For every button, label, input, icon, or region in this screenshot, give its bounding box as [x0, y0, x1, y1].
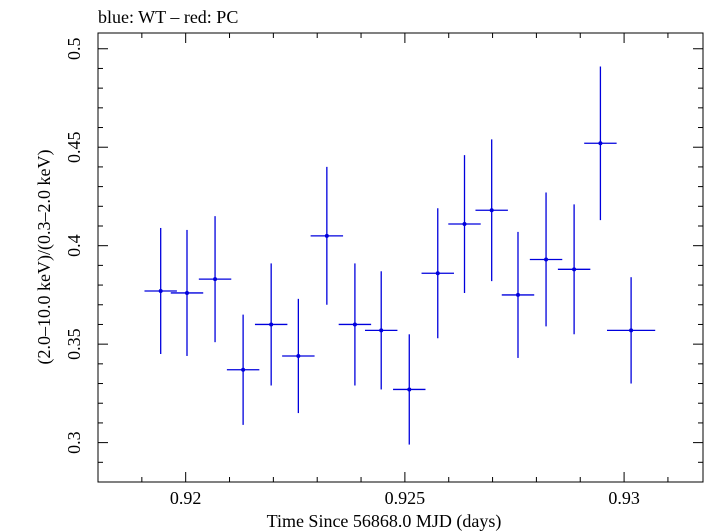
data-point	[584, 66, 617, 221]
x-axis-label: Time Since 56868.0 MJD (days)	[267, 511, 502, 532]
data-marker	[324, 233, 329, 238]
y-axis: 0.3 0.35 0.4 0.45 0.5	[64, 38, 703, 463]
data-marker	[158, 288, 163, 293]
data-marker	[296, 353, 301, 358]
data-point	[170, 229, 204, 356]
data-marker	[515, 292, 520, 297]
data-point	[393, 334, 426, 445]
data-point	[501, 231, 535, 358]
data-point	[475, 139, 508, 282]
data-marker	[462, 222, 467, 227]
data-point	[421, 208, 454, 339]
data-marker	[435, 271, 440, 276]
data-point	[557, 204, 591, 335]
x-tick-label: 0.93	[608, 488, 640, 508]
data-marker	[544, 257, 549, 262]
y-tick-label: 0.5	[64, 38, 84, 61]
data-series	[144, 66, 656, 445]
data-point	[282, 298, 315, 414]
data-marker	[241, 367, 246, 372]
x-axis: 0.92 0.925 0.93	[97, 33, 669, 508]
data-marker	[407, 387, 412, 392]
y-tick-label: 0.45	[64, 131, 84, 163]
x-tick-label: 0.92	[170, 488, 202, 508]
data-point	[198, 216, 232, 343]
data-point	[254, 263, 288, 386]
data-point	[448, 155, 481, 293]
data-point	[226, 314, 260, 425]
data-point	[606, 277, 656, 384]
x-tick-label: 0.925	[385, 488, 426, 508]
data-marker	[213, 277, 218, 282]
data-marker	[269, 322, 274, 327]
data-point	[144, 227, 177, 354]
data-point	[529, 192, 563, 327]
data-point	[310, 166, 344, 305]
data-point	[338, 263, 372, 386]
data-marker	[489, 208, 494, 213]
data-marker	[352, 322, 357, 327]
plot-frame	[97, 32, 704, 483]
chart-title: blue: WT – red: PC	[98, 7, 238, 27]
y-tick-label: 0.4	[64, 234, 84, 257]
y-tick-label: 0.3	[64, 431, 84, 454]
data-marker	[184, 290, 189, 295]
data-marker	[629, 328, 634, 333]
y-tick-label: 0.35	[64, 328, 84, 360]
data-point	[364, 271, 398, 390]
y-axis-label: (2.0–10.0 keV)/(0.3–2.0 keV)	[34, 150, 55, 365]
data-marker	[379, 328, 384, 333]
data-marker	[598, 141, 603, 146]
data-marker	[572, 267, 577, 272]
